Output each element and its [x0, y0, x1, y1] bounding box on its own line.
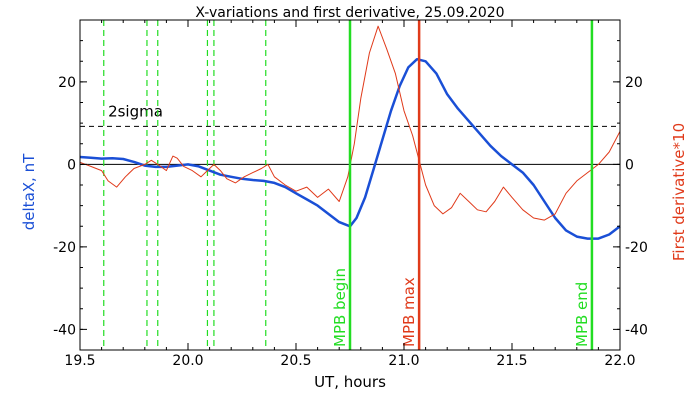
x-tick-label: 20.0 — [172, 353, 203, 369]
y-tick-label-left: -20 — [53, 240, 76, 256]
threshold-label: 2sigma — [108, 102, 163, 120]
x-tick-label: 21.0 — [388, 353, 419, 369]
y-tick-label-right: -40 — [625, 322, 648, 338]
y-tick-label-right: -20 — [625, 240, 648, 256]
plot-frame — [79, 19, 621, 351]
marker-label: MPB begin — [331, 268, 349, 347]
derivative-series-line — [79, 25, 621, 221]
y-tick-label-left: 20 — [58, 75, 76, 91]
x-axis-label: UT, hours — [314, 373, 386, 391]
y-tick-label-right: 0 — [625, 157, 634, 173]
x-tick-label: 22.0 — [604, 353, 635, 369]
y-axis-label-left: deltaX, nT — [20, 153, 38, 230]
marker-label: MPB end — [573, 282, 591, 347]
plot-area: 2sigma MPB begin MPB max MPB end 19.5 20.0 20.… — [53, 20, 648, 369]
y-axis-label-right: First derivative*10 — [670, 123, 688, 261]
y-tick-label-left: -40 — [53, 322, 76, 338]
x-tick-label: 21.5 — [496, 353, 527, 369]
chart-title: X-variations and first derivative, 25.09… — [195, 5, 504, 21]
x-tick-label: 20.5 — [280, 353, 311, 369]
marker-label: MPB max — [400, 277, 418, 347]
x-tick-label: 19.5 — [64, 353, 95, 369]
deltax-series-line — [79, 57, 621, 240]
y-tick-label-right: 20 — [625, 75, 643, 91]
y-tick-label-left: 0 — [67, 157, 76, 173]
